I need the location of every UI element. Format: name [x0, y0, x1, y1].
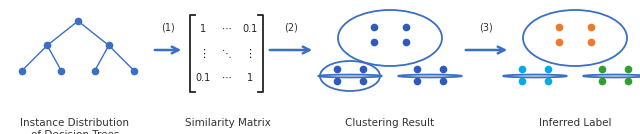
Text: ⋮: ⋮: [198, 49, 209, 59]
Text: Instance Distribution
of Decision Trees: Instance Distribution of Decision Trees: [20, 118, 129, 134]
Text: 0.1: 0.1: [195, 73, 211, 83]
Text: 1: 1: [247, 73, 253, 83]
Text: (1): (1): [161, 23, 175, 33]
Text: 1: 1: [200, 24, 206, 34]
Text: Similarity Matrix: Similarity Matrix: [185, 118, 271, 128]
Text: (3): (3): [479, 23, 493, 33]
Text: Clustering Result: Clustering Result: [346, 118, 435, 128]
Text: Inferred Label: Inferred Label: [539, 118, 611, 128]
Text: ⋱: ⋱: [221, 49, 232, 59]
Text: ⋯: ⋯: [221, 73, 232, 83]
Text: ⋯: ⋯: [221, 24, 232, 34]
Text: 0.1: 0.1: [242, 24, 257, 34]
Text: ⋮: ⋮: [244, 49, 255, 59]
Text: (2): (2): [284, 23, 298, 33]
